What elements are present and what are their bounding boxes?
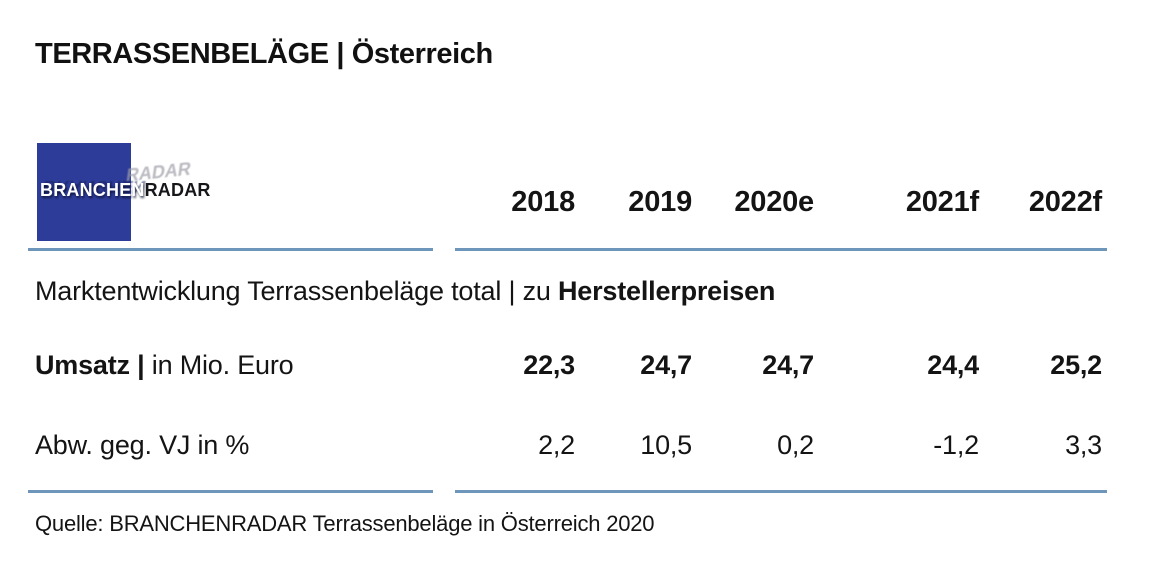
umsatz-value-2019: 24,7 bbox=[640, 350, 692, 380]
logo-wordmark: BRANCHENRADAR bbox=[40, 180, 211, 201]
section-header-bold: Herstellerpreisen bbox=[558, 276, 776, 306]
abweichung-value-2022f: 3,3 bbox=[1065, 430, 1102, 460]
umsatz-value-2022f: 25,2 bbox=[1050, 350, 1102, 380]
page-title: TERRASSENBELÄGE | Österreich bbox=[35, 38, 493, 70]
umsatz-value-2018: 22,3 bbox=[523, 350, 575, 380]
year-header-2021f: 2021f bbox=[905, 186, 979, 218]
row-label-umsatz: Umsatz | in Mio. Euro bbox=[35, 350, 475, 381]
umsatz-value-2020e: 24,7 bbox=[762, 350, 814, 380]
divider-line-top-left bbox=[28, 248, 433, 251]
source-line: Quelle: BRANCHENRADAR Terrassenbeläge in… bbox=[35, 511, 655, 536]
table-row-abweichung: Abw. geg. VJ in % 2,2 10,5 0,2 -1,2 3,3 bbox=[35, 430, 1102, 461]
row-label-umsatz-bold: Umsatz | bbox=[35, 350, 145, 380]
year-header-2018: 2018 bbox=[511, 186, 575, 218]
divider-line-bottom-left bbox=[28, 490, 433, 493]
year-header-2019: 2019 bbox=[628, 186, 692, 218]
table-row-umsatz: Umsatz | in Mio. Euro 22,3 24,7 24,7 24,… bbox=[35, 350, 1102, 381]
year-header-row: 2018 2019 2020e 2021f 2022f bbox=[35, 186, 1102, 219]
abweichung-value-2021f: -1,2 bbox=[933, 430, 979, 460]
section-header-prefix: Marktentwicklung Terrassenbeläge total |… bbox=[35, 276, 558, 306]
year-header-2020e: 2020e bbox=[734, 186, 814, 218]
logo-square bbox=[37, 143, 131, 241]
year-header-2022f: 2022f bbox=[1028, 186, 1102, 218]
abweichung-value-2018: 2,2 bbox=[538, 430, 575, 460]
divider-line-bottom-right bbox=[455, 490, 1107, 493]
divider-line-top-right bbox=[455, 248, 1107, 251]
umsatz-value-2021f: 24,4 bbox=[927, 350, 979, 380]
section-header: Marktentwicklung Terrassenbeläge total |… bbox=[35, 276, 775, 307]
row-label-abweichung: Abw. geg. VJ in % bbox=[35, 430, 250, 460]
abweichung-value-2019: 10,5 bbox=[640, 430, 692, 460]
abweichung-value-2020e: 0,2 bbox=[777, 430, 814, 460]
logo-wordmark-branchen: BRANCHEN bbox=[40, 180, 145, 200]
logo-wordmark-radar: RADAR bbox=[144, 180, 211, 200]
row-label-umsatz-unit: in Mio. Euro bbox=[144, 350, 294, 380]
